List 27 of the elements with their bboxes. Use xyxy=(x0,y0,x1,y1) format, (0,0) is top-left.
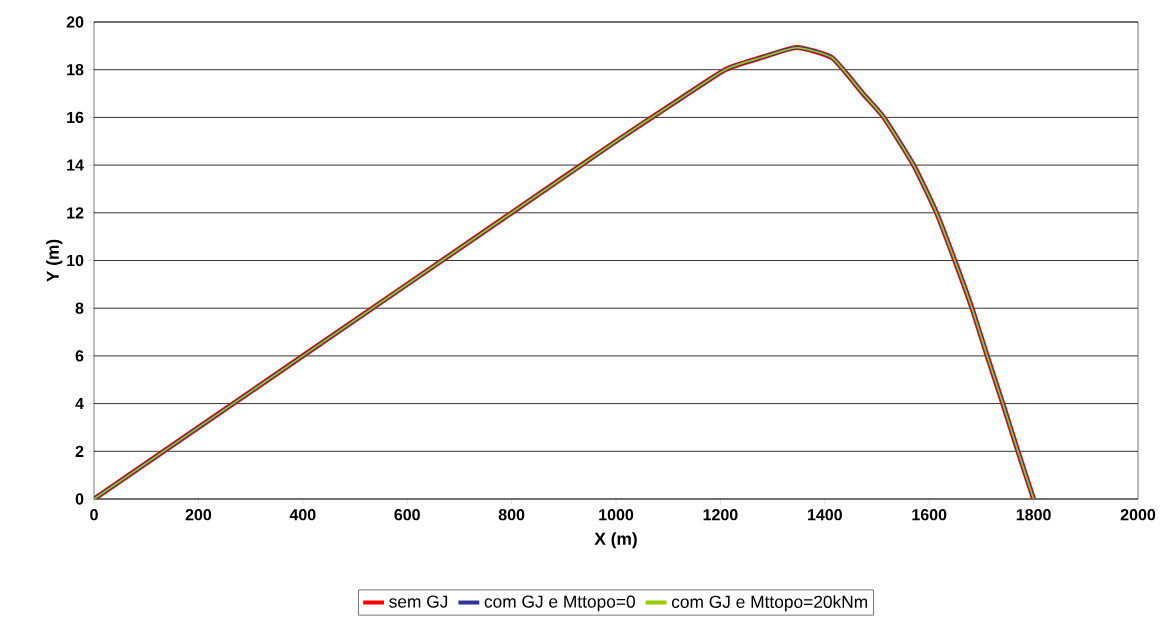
x-tick-label: 1000 xyxy=(599,509,634,521)
x-tick-label: 1600 xyxy=(912,509,947,521)
x-tick-label: 600 xyxy=(394,509,420,521)
x-tick-label: 1200 xyxy=(703,509,738,521)
y-tick-label: 6 xyxy=(75,350,84,362)
x-tick-label: 800 xyxy=(498,509,525,521)
x-axis-title: X (m) xyxy=(594,532,637,549)
y-tick-label: 20 xyxy=(66,16,84,28)
x-tick-label: 1400 xyxy=(808,509,842,521)
y-tick-label: 0 xyxy=(75,493,84,505)
legend-label: com GJ e Mttopo=0 xyxy=(484,595,635,612)
x-tick-label: 400 xyxy=(289,509,316,521)
legend-label: com GJ e Mttopo=20kNm xyxy=(671,595,868,612)
y-tick-label: 8 xyxy=(75,302,84,314)
y-axis-title: Y (m) xyxy=(46,239,63,282)
x-tick-label: 1800 xyxy=(1016,509,1051,521)
y-tick-label: 12 xyxy=(67,207,84,219)
legend-label: sem GJ xyxy=(389,595,448,608)
y-tick-label: 2 xyxy=(75,445,84,457)
y-tick-label: 10 xyxy=(67,254,84,267)
x-tick-label: 200 xyxy=(185,509,212,521)
y-tick-label: 18 xyxy=(67,64,84,76)
x-tick-label: 0 xyxy=(90,509,98,521)
y-tick-label: 4 xyxy=(75,398,84,410)
y-tick-label: 14 xyxy=(67,159,84,171)
x-tick-label: 2000 xyxy=(1120,509,1156,521)
y-tick-label: 16 xyxy=(67,111,84,124)
